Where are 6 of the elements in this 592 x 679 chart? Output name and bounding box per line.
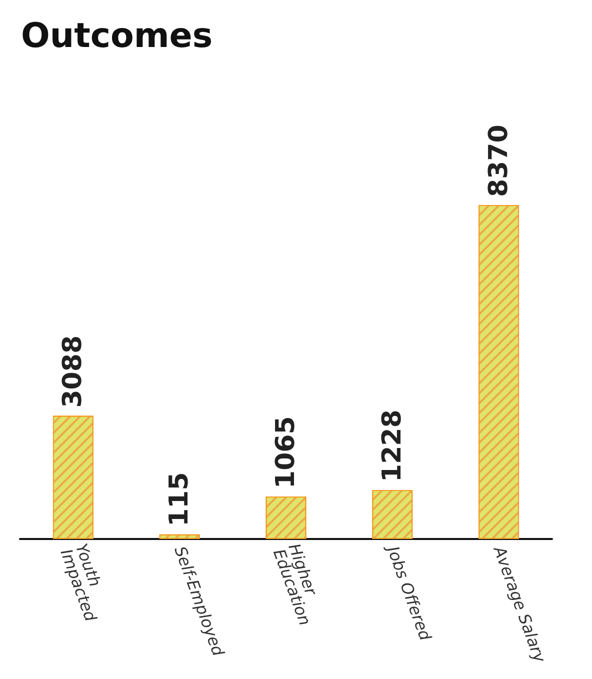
data-label: 1228 <box>377 410 408 482</box>
data-label: 3088 <box>58 335 88 408</box>
data-label: 1065 <box>271 416 301 489</box>
data-label: 8370 <box>484 124 514 198</box>
data-label: 115 <box>164 472 195 526</box>
chart-title: Outcomes <box>21 16 213 56</box>
